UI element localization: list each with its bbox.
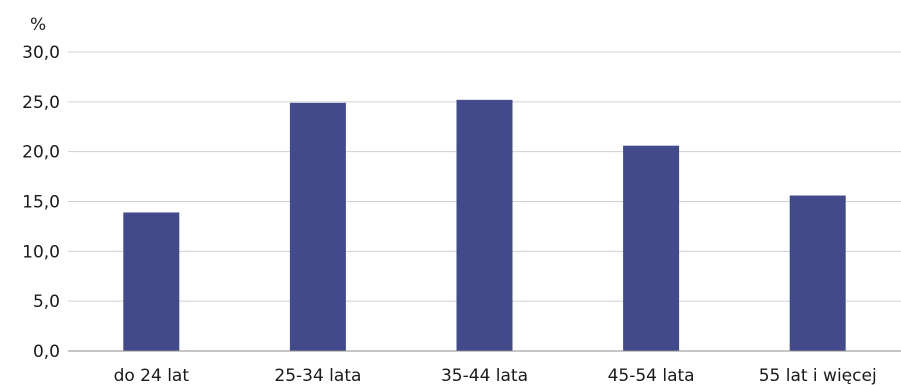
bar-4	[623, 145, 680, 351]
x-category-label: do 24 lat	[114, 366, 190, 385]
bars	[123, 99, 846, 351]
y-tick-label: 20,0	[22, 143, 60, 163]
bar-5	[789, 195, 846, 351]
y-tick-label: 0,0	[33, 342, 60, 362]
x-axis-categories: do 24 lat 25-34 lata 35-44 lata 45-54 lata 5…	[114, 366, 877, 385]
y-tick-label: 15,0	[22, 193, 60, 213]
x-category-label: 55 lat i więcej	[759, 366, 877, 385]
y-axis-ticks: 0,0 5,0 10,0 15,0 20,0 25,0 30,0	[22, 43, 60, 362]
y-tick-label: 10,0	[22, 242, 60, 262]
x-category-label: 45-54 lata	[608, 366, 695, 385]
y-tick-label: 30,0	[22, 43, 60, 63]
y-tick-label: 25,0	[22, 93, 60, 113]
bar-2	[289, 102, 346, 351]
x-category-label: 35-44 lata	[441, 366, 528, 385]
y-tick-label: 5,0	[33, 292, 60, 312]
y-axis-unit-label: %	[30, 15, 46, 35]
x-category-label: 25-34 lata	[274, 366, 361, 385]
bar-1	[123, 212, 180, 351]
bar-3	[456, 99, 513, 351]
